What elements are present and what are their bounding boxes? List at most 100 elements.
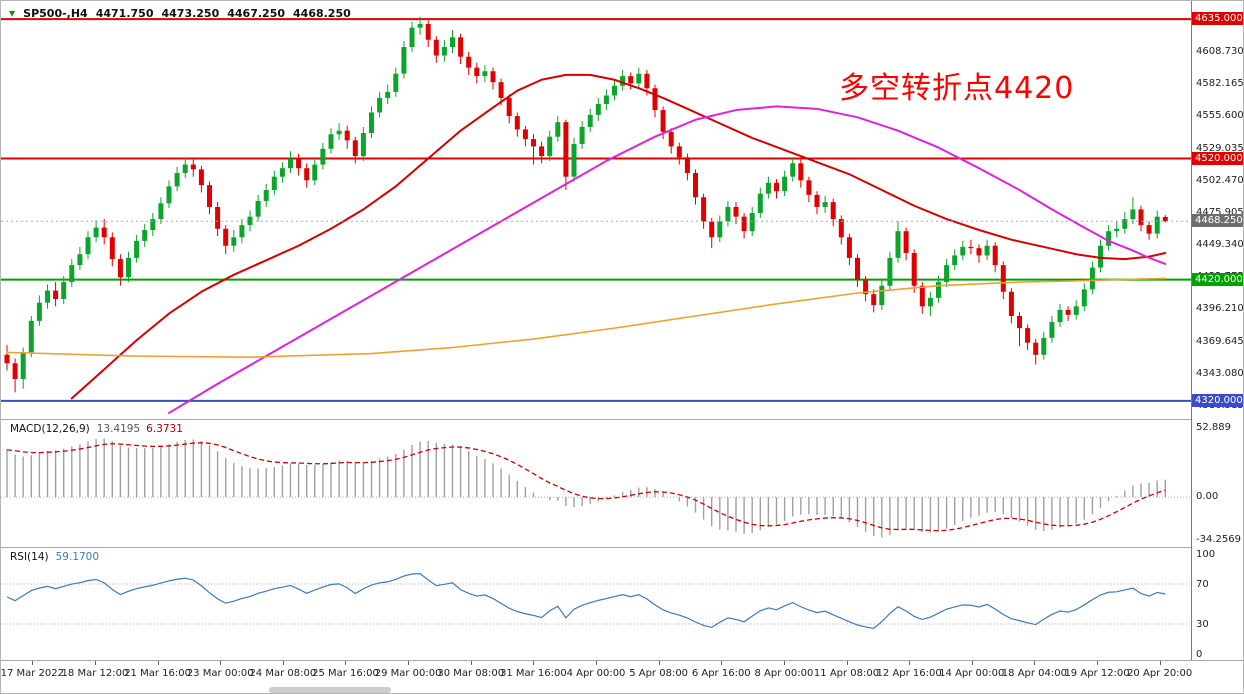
- candle-up: [636, 73, 642, 84]
- rsi-axis-label: 70: [1196, 579, 1209, 590]
- panel-separator-rsi[interactable]: [1, 547, 1243, 548]
- candle-down: [1065, 309, 1071, 315]
- candle-up: [417, 24, 423, 28]
- candle-down: [1017, 316, 1022, 329]
- candle-up: [255, 200, 261, 217]
- candle-down: [498, 82, 504, 98]
- ma-medium-magenta: [168, 105, 1167, 414]
- price-tick-label: 4449.340: [1196, 239, 1244, 251]
- time-tick-label: 21 Mar 16:00: [124, 668, 191, 679]
- candle-up: [336, 130, 342, 135]
- candle-down: [1025, 328, 1031, 343]
- candle-down: [855, 257, 860, 280]
- candle-up: [620, 76, 626, 86]
- candle-up: [1098, 245, 1103, 268]
- time-tick-label: 23 Mar 00:00: [186, 668, 254, 679]
- candle-up: [790, 163, 796, 177]
- candle-down: [296, 158, 302, 169]
- candle-down: [863, 279, 869, 295]
- time-tick-mark: [658, 661, 660, 665]
- time-tick-mark: [1159, 661, 1161, 665]
- ohlc-low: 4467.250: [227, 7, 286, 20]
- macd-value-signal: 6.3731: [146, 423, 183, 435]
- candle-down: [1162, 216, 1168, 222]
- time-tick-mark: [783, 661, 785, 665]
- candle-down: [733, 206, 739, 217]
- candle-up: [150, 219, 156, 230]
- price-tick-label: 4396.210: [1196, 303, 1244, 315]
- candle-down: [474, 67, 480, 77]
- candle-down: [968, 246, 974, 249]
- time-tick-mark: [596, 661, 597, 665]
- candle-up: [61, 282, 67, 300]
- candle-down: [676, 146, 682, 158]
- candle-up: [1130, 209, 1136, 220]
- time-tick-label: 18 Apr 04:00: [1001, 668, 1068, 679]
- rsi-name: RSI(14): [10, 551, 49, 563]
- price-chart-canvas[interactable]: [1, 1, 1191, 419]
- rsi-line: [6, 573, 1166, 629]
- macd-panel-canvas[interactable]: [1, 420, 1191, 547]
- candle-up: [288, 158, 293, 169]
- time-tick-label: 4 Apr 00:00: [566, 668, 626, 679]
- time-tick-mark: [909, 661, 911, 665]
- price-axis[interactable]: 4608.730 4582.165 4555.600 4529.035 4502.470…: [1191, 1, 1244, 660]
- candle-up: [182, 164, 188, 174]
- time-tick-label: 18 Mar 12:00: [61, 668, 129, 679]
- rsi-panel-canvas[interactable]: [1, 548, 1191, 660]
- macd-axis-zero-label: 0.00: [1196, 491, 1219, 503]
- candle-up: [1057, 309, 1063, 323]
- time-tick-mark: [345, 661, 347, 665]
- candle-up: [547, 136, 553, 157]
- rsi-value: 59.1700: [55, 551, 100, 563]
- candle-down: [531, 139, 536, 147]
- candle-up: [174, 173, 180, 187]
- candle-up: [944, 265, 950, 283]
- candle-up: [1122, 219, 1128, 229]
- candle-up: [927, 297, 933, 307]
- candle-up: [749, 213, 755, 232]
- macd-axis-min-label: -34.2569: [1196, 534, 1241, 545]
- time-tick-mark: [1097, 661, 1099, 665]
- chart-symbol-icon: ▼: [9, 9, 16, 18]
- candle-down: [304, 168, 310, 181]
- candle-up: [36, 302, 42, 321]
- candle-up: [571, 143, 577, 177]
- candle-up: [1089, 267, 1095, 290]
- candle-down: [425, 24, 431, 40]
- candle-up: [1106, 231, 1112, 246]
- price-tick-label: 4502.470: [1196, 174, 1244, 186]
- ma-slow-orange: [6, 277, 1167, 359]
- candle-up: [482, 71, 488, 77]
- time-axis[interactable]: 17 Mar 2022 18 Mar 12:00 21 Mar 16:00 23 Ma…: [0, 661, 1243, 693]
- candle-down: [701, 197, 707, 222]
- candle-up: [936, 282, 941, 298]
- price-tick-label: 4475.905: [1196, 206, 1244, 218]
- time-tick-mark: [533, 661, 535, 665]
- current-price-badge: 4468.250: [1192, 214, 1243, 228]
- rsi-axis-label: 0: [1196, 649, 1203, 660]
- time-tick-mark: [470, 661, 472, 665]
- candle-down: [190, 164, 196, 170]
- candle-down: [539, 146, 545, 157]
- h-scrollbar-thumb[interactable]: [269, 687, 391, 693]
- candle-down: [871, 294, 877, 306]
- candle-up: [1081, 289, 1087, 307]
- candle-up: [952, 255, 958, 266]
- ma-fast-red: [70, 73, 1167, 400]
- macd-name: MACD(12,26,9): [10, 423, 90, 435]
- time-axis-border: [1, 660, 1243, 661]
- candle-up: [587, 114, 593, 128]
- price-line-badge: 4635.000: [1192, 12, 1243, 26]
- time-tick-label: 17 Mar 2022: [0, 668, 65, 679]
- candle-up: [166, 186, 172, 204]
- candle-down: [709, 221, 715, 238]
- candle-down: [806, 180, 812, 195]
- candle-up: [85, 237, 91, 255]
- candle-up: [369, 112, 374, 134]
- candle-up: [328, 134, 334, 149]
- candle-up: [579, 127, 585, 144]
- candle-up: [555, 122, 561, 137]
- panel-separator-macd[interactable]: [1, 419, 1243, 420]
